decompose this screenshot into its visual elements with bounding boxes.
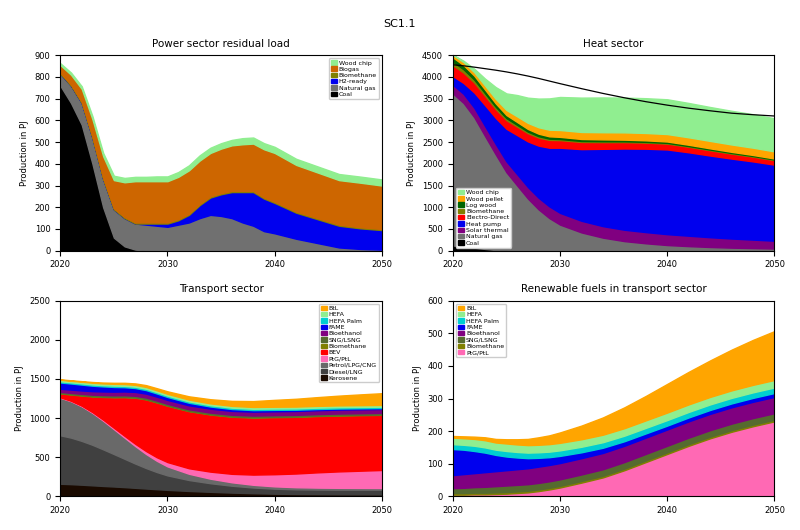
Y-axis label: Production in PJ: Production in PJ [413,366,422,431]
Y-axis label: Production in PJ: Production in PJ [407,120,417,186]
Legend: Wood chip, Biogas, Biomethane, H2-ready, Natural gas, Coal: Wood chip, Biogas, Biomethane, H2-ready,… [329,58,379,99]
Title: Power sector residual load: Power sector residual load [152,39,290,49]
Title: Transport sector: Transport sector [178,285,263,295]
Legend: BtL, HEFA, HEFA Palm, FAME, Bioethanol, SNG/LSNG, Biomethane, BEV, PtG/PtL, Petr: BtL, HEFA, HEFA Palm, FAME, Bioethanol, … [319,304,379,383]
Text: SC1.1: SC1.1 [384,19,416,29]
Y-axis label: Production in PJ: Production in PJ [15,366,24,431]
Legend: Wood chip, Wood pellet, Log wood, Biomethane, Electro-Direct, Heat pump, Solar t: Wood chip, Wood pellet, Log wood, Biomet… [456,188,511,248]
Title: Renewable fuels in transport sector: Renewable fuels in transport sector [521,285,706,295]
Legend: BtL, HEFA, HEFA Palm, FAME, Bioethanol, SNG/LSNG, Biomethane, PtG/PtL: BtL, HEFA, HEFA Palm, FAME, Bioethanol, … [456,304,506,357]
Title: Heat sector: Heat sector [583,39,644,49]
Y-axis label: Production in PJ: Production in PJ [20,120,29,186]
